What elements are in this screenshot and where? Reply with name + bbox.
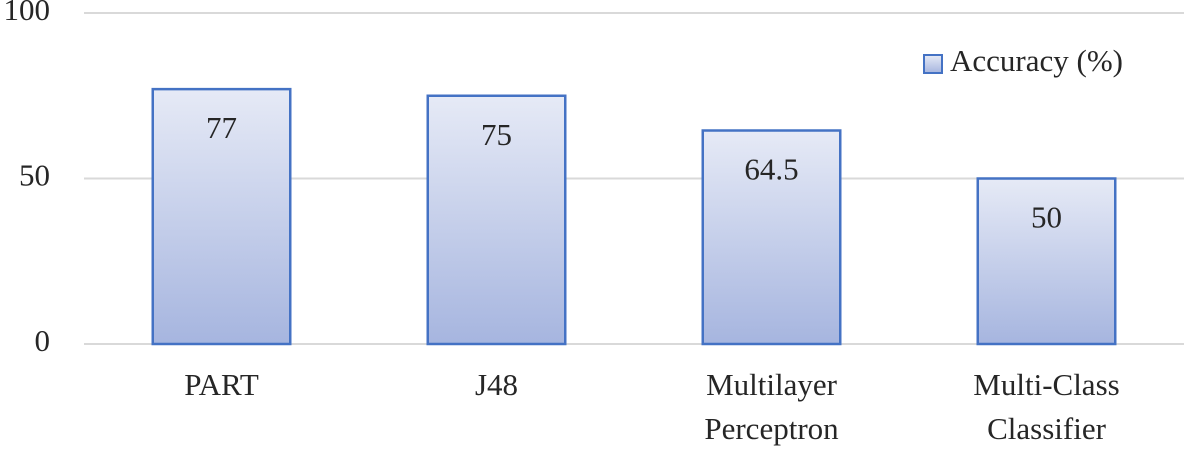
bar bbox=[151, 87, 292, 346]
y-tick-label: 50 bbox=[19, 158, 50, 193]
x-tick-label: PART bbox=[184, 367, 259, 402]
data-label: 77 bbox=[206, 110, 237, 145]
x-tick-label: J48 bbox=[475, 367, 518, 402]
legend-label: Accuracy (%) bbox=[950, 43, 1123, 78]
bar bbox=[976, 177, 1117, 346]
x-tick-label: Multi-Class Classifier bbox=[973, 367, 1119, 446]
bar bbox=[426, 94, 567, 346]
data-label: 50 bbox=[1031, 200, 1062, 235]
x-tick-label: Multilayer Perceptron bbox=[704, 367, 839, 446]
data-label: 64.5 bbox=[744, 152, 798, 187]
data-label: 75 bbox=[481, 117, 512, 152]
y-tick-label: 100 bbox=[4, 0, 51, 27]
y-tick-label: 0 bbox=[35, 323, 51, 358]
legend-swatch bbox=[923, 54, 943, 74]
bar bbox=[701, 129, 842, 346]
